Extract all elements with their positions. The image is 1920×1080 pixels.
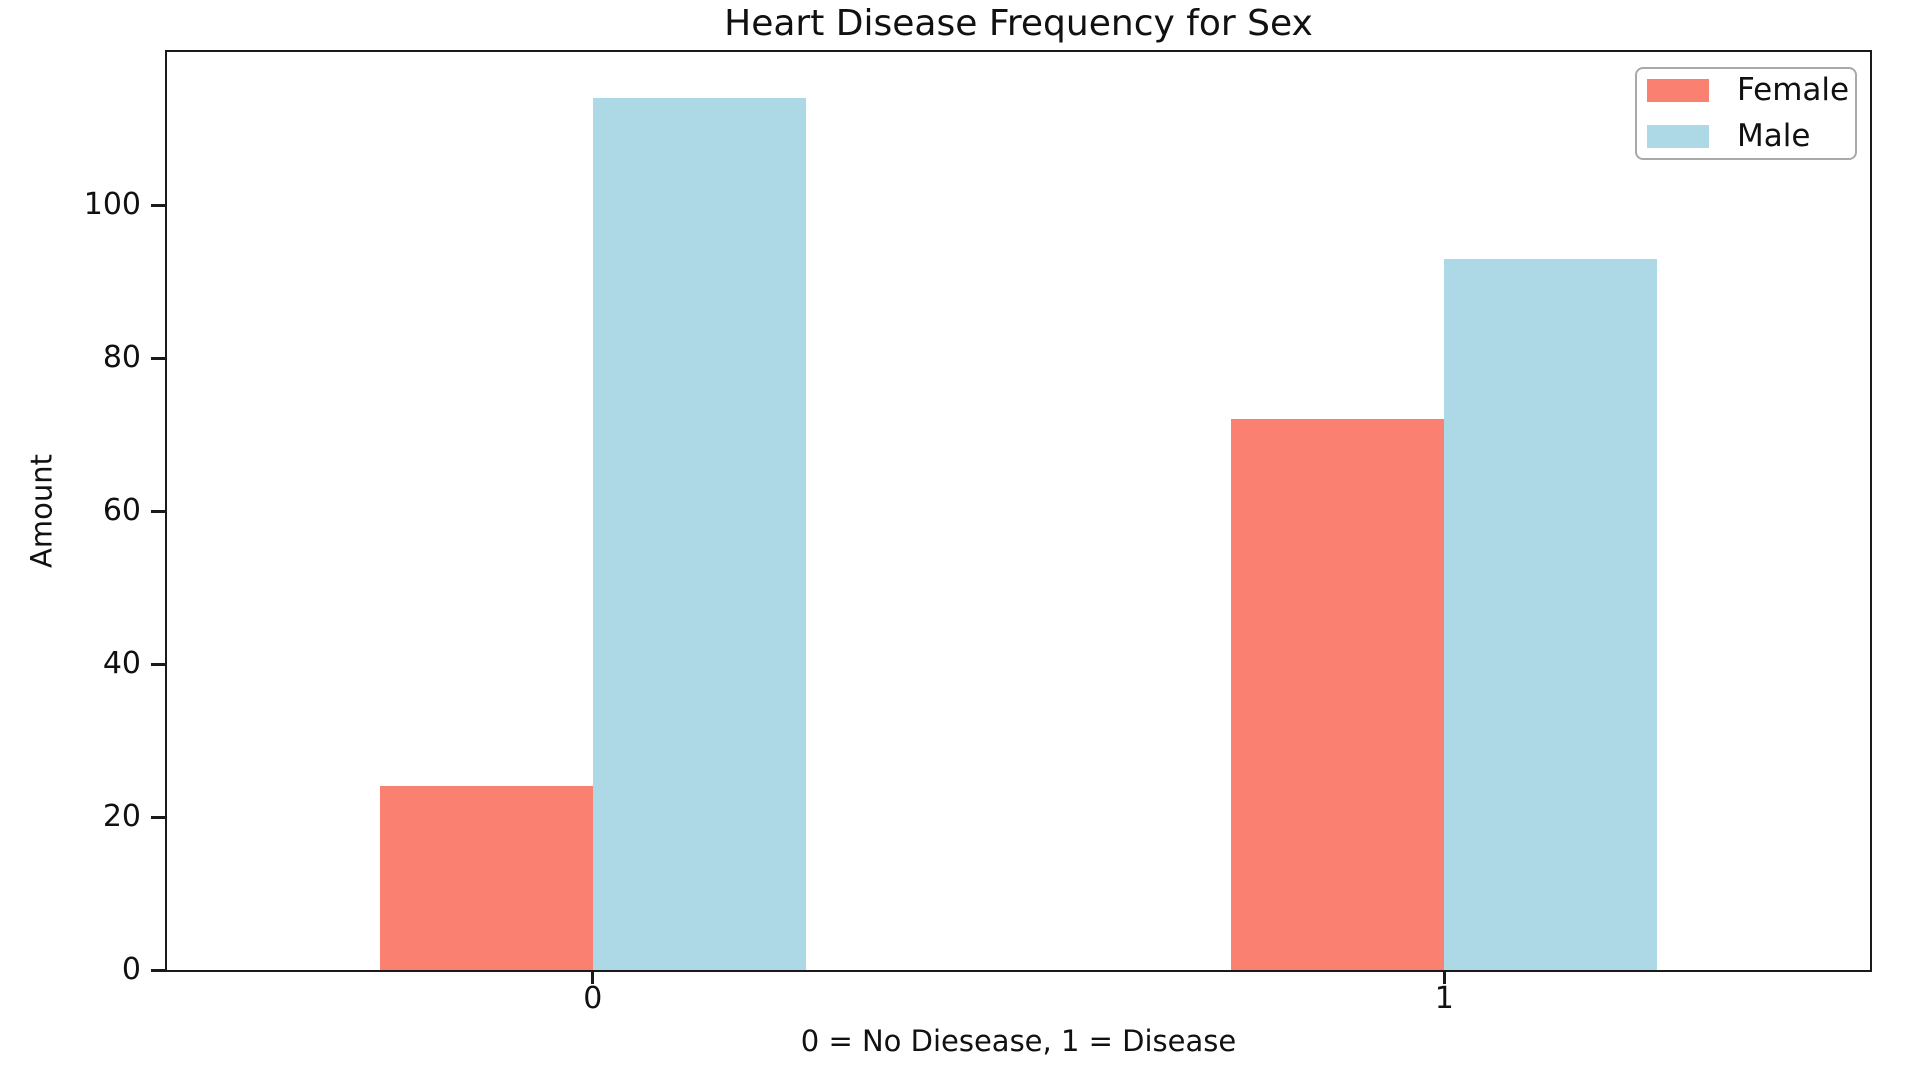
y-tick-mark: [151, 662, 167, 666]
legend-item-female: Female: [1647, 75, 1855, 106]
bar-female-0: [379, 786, 593, 970]
x-tick-label: 1: [1434, 981, 1454, 1016]
y-axis-label: Amount: [24, 454, 59, 568]
x-axis-label: 0 = No Diesease, 1 = Disease: [800, 1024, 1237, 1058]
y-tick-label: 60: [102, 493, 141, 528]
legend-label-male: Male: [1737, 118, 1811, 154]
y-tick-mark: [151, 815, 167, 819]
legend: Female Male: [1635, 67, 1857, 160]
legend-swatch-female: [1647, 79, 1709, 102]
y-tick-mark: [151, 203, 167, 207]
bar-male-0: [592, 97, 806, 970]
chart-title: Heart Disease Frequency for Sex: [724, 3, 1313, 44]
plot-area: Female Male 0 20 40 60 80 100 0 1: [84, 50, 1872, 1014]
y-tick-label: 20: [102, 799, 141, 834]
bar-male-1: [1444, 258, 1658, 970]
y-tick-label: 80: [102, 340, 141, 375]
x-tick-mark: [591, 970, 595, 984]
legend-item-male: Male: [1647, 121, 1855, 152]
legend-swatch-male: [1647, 125, 1709, 148]
y-tick-label: 40: [102, 646, 141, 681]
y-tick-mark: [151, 509, 167, 513]
x-tick-mark: [1442, 970, 1446, 984]
bar-female-1: [1231, 419, 1445, 970]
legend-label-female: Female: [1737, 72, 1850, 108]
y-tick-label: 100: [83, 187, 141, 222]
y-tick-mark: [151, 968, 167, 972]
x-tick-label: 0: [583, 981, 603, 1016]
y-tick-label: 0: [121, 952, 141, 987]
y-tick-mark: [151, 356, 167, 360]
